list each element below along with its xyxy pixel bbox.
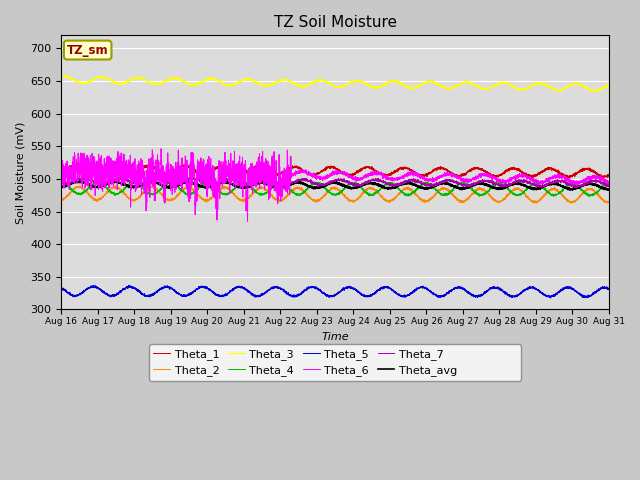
- Theta_6: [244, 218, 252, 224]
- Theta_3: [605, 82, 613, 88]
- Theta_4: [458, 180, 466, 185]
- Theta_7: [489, 179, 497, 184]
- Theta_avg: [458, 186, 466, 192]
- Theta_1: [428, 169, 435, 175]
- Theta_6: [315, 174, 323, 180]
- Theta_avg: [156, 181, 164, 187]
- Theta_avg: [428, 185, 435, 191]
- Line: Theta_1: Theta_1: [61, 164, 609, 179]
- Theta_2: [605, 199, 613, 205]
- Theta_7: [428, 182, 435, 188]
- Theta_1: [605, 172, 612, 178]
- Theta_6: [58, 154, 65, 160]
- Theta_5: [547, 295, 554, 301]
- Theta_6: [489, 175, 497, 180]
- Theta_avg: [605, 187, 612, 192]
- Theta_3: [315, 77, 323, 83]
- Theta_5: [125, 283, 132, 288]
- Theta_4: [315, 180, 323, 186]
- Theta_1: [70, 161, 78, 167]
- Theta_1: [528, 176, 536, 181]
- Theta_2: [315, 197, 323, 203]
- Theta_1: [315, 170, 323, 176]
- Theta_1: [489, 173, 497, 179]
- Theta_1: [156, 168, 164, 173]
- Theta_1: [605, 173, 613, 179]
- Theta_1: [458, 172, 466, 178]
- Theta_2: [156, 190, 164, 195]
- Theta_5: [605, 286, 613, 292]
- Theta_4: [156, 187, 164, 192]
- Theta_5: [428, 289, 435, 295]
- Theta_6: [428, 178, 436, 184]
- Theta_avg: [58, 183, 65, 189]
- Theta_7: [58, 180, 65, 186]
- Theta_6: [458, 177, 466, 182]
- Theta_6: [157, 146, 165, 152]
- Theta_6: [605, 181, 612, 187]
- Theta_avg: [315, 185, 323, 191]
- Theta_7: [156, 177, 164, 182]
- Theta_7: [315, 181, 323, 187]
- Theta_4: [605, 180, 613, 186]
- Theta_5: [58, 286, 65, 291]
- Theta_7: [572, 185, 580, 191]
- Line: Theta_6: Theta_6: [61, 149, 609, 221]
- Theta_5: [489, 284, 497, 290]
- Theta_4: [605, 180, 612, 186]
- Theta_5: [156, 287, 164, 292]
- Line: Theta_4: Theta_4: [61, 181, 609, 197]
- Theta_5: [605, 286, 612, 292]
- Theta_avg: [605, 187, 613, 192]
- Theta_2: [58, 196, 65, 202]
- Theta_avg: [489, 185, 497, 191]
- Theta_5: [458, 285, 466, 291]
- Theta_7: [79, 174, 86, 180]
- Theta_avg: [74, 178, 81, 183]
- Theta_7: [458, 183, 466, 189]
- Theta_2: [458, 199, 466, 204]
- Theta_2: [428, 195, 435, 201]
- X-axis label: Time: Time: [321, 332, 349, 342]
- Theta_3: [489, 84, 497, 90]
- Theta_4: [585, 194, 593, 200]
- Theta_7: [605, 183, 613, 189]
- Line: Theta_3: Theta_3: [61, 76, 609, 91]
- Theta_3: [458, 81, 466, 87]
- Theta_3: [61, 73, 69, 79]
- Theta_4: [58, 179, 65, 184]
- Title: TZ Soil Moisture: TZ Soil Moisture: [274, 15, 397, 30]
- Theta_2: [111, 183, 119, 189]
- Theta_1: [58, 168, 65, 174]
- Theta_3: [591, 88, 599, 94]
- Theta_7: [605, 182, 612, 188]
- Theta_4: [58, 178, 65, 184]
- Theta_avg: [604, 187, 612, 193]
- Theta_3: [156, 81, 164, 87]
- Theta_4: [489, 183, 497, 189]
- Y-axis label: Soil Moisture (mV): Soil Moisture (mV): [15, 121, 25, 224]
- Line: Theta_5: Theta_5: [61, 286, 609, 298]
- Theta_5: [315, 287, 323, 293]
- Theta_6: [156, 167, 164, 173]
- Theta_4: [428, 183, 435, 189]
- Theta_3: [605, 83, 612, 88]
- Text: TZ_sm: TZ_sm: [67, 44, 109, 57]
- Theta_3: [58, 74, 65, 80]
- Theta_6: [605, 180, 613, 186]
- Line: Theta_2: Theta_2: [61, 186, 609, 203]
- Theta_2: [605, 199, 612, 204]
- Line: Theta_avg: Theta_avg: [61, 180, 609, 190]
- Theta_2: [489, 197, 497, 203]
- Theta_2: [566, 200, 574, 206]
- Line: Theta_7: Theta_7: [61, 177, 609, 188]
- Legend: Theta_1, Theta_2, Theta_3, Theta_4, Theta_5, Theta_6, Theta_7, Theta_avg, , , , : Theta_1, Theta_2, Theta_3, Theta_4, Thet…: [149, 345, 522, 381]
- Theta_3: [428, 79, 435, 84]
